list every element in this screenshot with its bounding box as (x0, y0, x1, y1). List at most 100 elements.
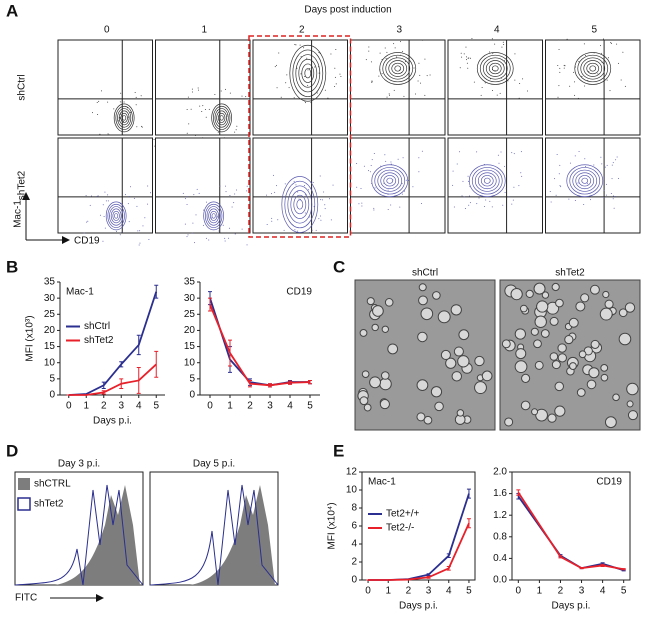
event-dot (424, 94, 426, 96)
legend-swatch (17, 497, 31, 511)
y-tick-label: 8 (351, 503, 357, 514)
event-dot (396, 56, 398, 58)
event-dot (603, 196, 605, 198)
cell (453, 346, 464, 357)
contour (391, 62, 405, 75)
cell (536, 300, 549, 313)
event-dot (229, 195, 231, 197)
event-dot (293, 97, 295, 99)
event-dot (276, 87, 278, 89)
error-bar (101, 390, 106, 395)
event-dot (321, 199, 323, 201)
contour (214, 108, 229, 128)
event-dot (452, 184, 454, 186)
event-dot (294, 44, 296, 46)
event-dot (197, 87, 199, 89)
event-dot (283, 229, 285, 231)
cell (417, 331, 428, 343)
event-dot (418, 62, 420, 64)
event-dot (557, 65, 559, 67)
contour (569, 167, 601, 195)
cell (359, 328, 368, 337)
event-dot (224, 185, 226, 187)
event-dot (489, 200, 491, 202)
event-dot (120, 92, 122, 94)
event-dot (91, 112, 93, 114)
event-dot (520, 172, 522, 174)
cell (379, 377, 392, 391)
cell (363, 403, 372, 412)
error-bar (466, 488, 471, 499)
histogram-gray (190, 485, 275, 585)
event-dot (295, 184, 297, 186)
event-dot (564, 65, 566, 67)
contour (208, 208, 219, 224)
event-dot (129, 112, 131, 114)
event-dot (481, 87, 483, 89)
legend-label: shCTRL (34, 479, 71, 490)
event-dot (306, 57, 308, 59)
contour (105, 201, 127, 231)
x-tick-label: 0 (66, 401, 72, 412)
y-tick-label: 1.6 (493, 488, 507, 499)
event-dot (96, 102, 98, 104)
event-dot (585, 55, 587, 57)
event-dot (310, 102, 312, 104)
event-dot (318, 51, 320, 53)
event-dot (401, 193, 403, 195)
event-dot (384, 47, 386, 49)
event-dot (140, 125, 142, 127)
event-dot (480, 94, 482, 96)
histogram-blue (149, 484, 279, 586)
event-dot (188, 123, 190, 125)
event-dot (314, 66, 316, 68)
event-dot (202, 224, 204, 226)
contour (110, 208, 122, 224)
event-dot (327, 97, 329, 99)
event-dot (308, 232, 310, 234)
contour (107, 203, 125, 228)
flow-plot (155, 137, 251, 234)
event-dot (320, 219, 322, 221)
contour (290, 190, 310, 219)
error-bar (558, 555, 563, 559)
event-dot (558, 48, 560, 50)
event-dot (465, 46, 467, 48)
error-bar (516, 489, 521, 496)
event-dot (476, 203, 478, 205)
contour (117, 108, 132, 128)
event-dot (402, 157, 404, 159)
event-dot (100, 90, 102, 92)
event-dot (563, 67, 565, 69)
event-dot (508, 196, 510, 198)
cell (580, 293, 590, 303)
contour (120, 112, 128, 123)
flow-plot (447, 137, 543, 234)
x-tick-label: 0 (207, 401, 213, 412)
event-dot (502, 204, 504, 206)
y-tick-label: 10 (184, 357, 196, 368)
event-dot (585, 166, 587, 168)
event-dot (194, 134, 196, 136)
event-dot (199, 105, 201, 107)
event-dot (367, 170, 369, 172)
event-dot (119, 234, 121, 236)
event-dot (518, 97, 520, 99)
flow-plot (57, 137, 153, 234)
y-tick-label: 25 (184, 309, 196, 320)
event-dot (485, 199, 487, 201)
event-dot (105, 200, 107, 202)
event-dot (491, 89, 493, 91)
series-line (68, 363, 157, 396)
contour (471, 167, 503, 195)
event-dot (611, 178, 613, 180)
contour (298, 58, 318, 88)
y-tick-label: 35 (184, 277, 196, 288)
contour (581, 177, 589, 184)
event-dot (303, 47, 305, 49)
contour (203, 201, 224, 231)
event-dot (324, 89, 326, 91)
event-dot (303, 184, 305, 186)
cell (430, 386, 443, 398)
event-dot (205, 116, 207, 118)
